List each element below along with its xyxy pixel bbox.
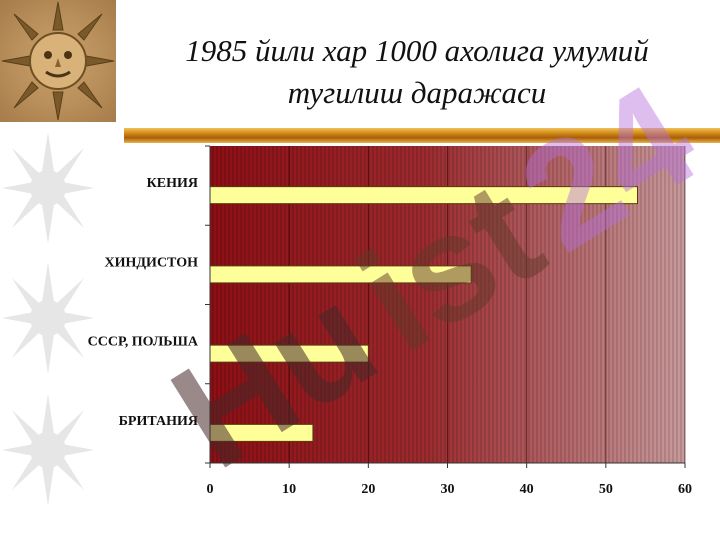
x-tick-label: 20 [361,482,375,497]
sun-icon [2,394,94,506]
x-tick-label: 40 [520,482,534,497]
axes [205,145,686,468]
bar-1 [209,186,638,205]
sun-face-icon [1,1,115,121]
x-tick-label: 60 [678,482,692,497]
title-line-2: тугилиш даражаси [287,75,547,110]
bar-3 [209,344,369,363]
title-line-1: 1985 йили хар 1000 ахолига умумий [185,33,649,68]
bar-4 [209,423,314,442]
sun-face-photo [0,0,116,122]
category-label: СССР, ПОЛЬША [88,335,199,350]
page-title: 1985 йили хар 1000 ахолига умумий тугили… [122,30,712,114]
category-labels: КЕНИЯ ХИНДИСТОН СССР, ПОЛЬША БРИТАНИЯ [88,176,199,429]
x-tick-label: 30 [441,482,455,497]
sun-icon [2,262,94,374]
tick-labels: 0 10 20 30 40 50 60 [207,482,693,497]
x-tick-label: 10 [282,482,296,497]
bars [209,186,638,442]
title-divider [124,128,720,143]
bar-2 [209,265,472,284]
category-label: КЕНИЯ [147,176,198,191]
category-label: ХИНДИСТОН [105,255,199,270]
x-tick-label: 50 [599,482,613,497]
x-tick-label: 0 [207,482,214,497]
sun-icon [2,132,94,244]
category-label: БРИТАНИЯ [119,414,198,429]
